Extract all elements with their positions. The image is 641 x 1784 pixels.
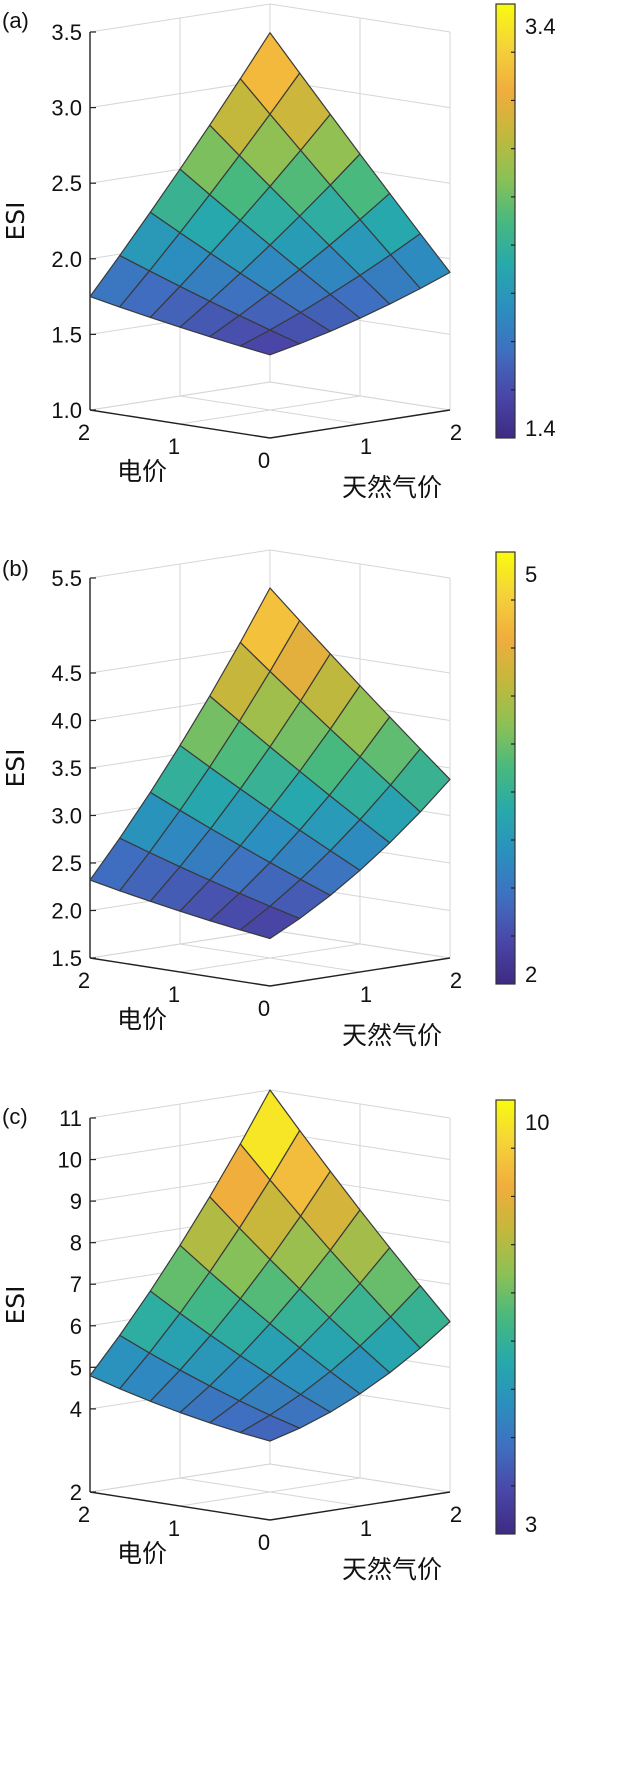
floor-gridline <box>89 929 271 959</box>
z-tick-label: 2.5 <box>51 171 82 196</box>
floor-gridline <box>179 395 361 425</box>
panel-label: (c) <box>2 1104 28 1129</box>
z-tick-label: 8 <box>70 1231 82 1256</box>
y-axis-label: 天然气价 <box>342 473 442 502</box>
z-tick-label: 4 <box>70 1397 82 1422</box>
colorbar-max-label: 5 <box>525 562 537 587</box>
colorbar-max-label: 3.4 <box>525 14 556 39</box>
y-axis <box>269 1491 451 1521</box>
y-axis-label: 天然气价 <box>342 1555 442 1584</box>
z-tick-label: 1.5 <box>51 946 82 971</box>
x-axis <box>89 957 271 987</box>
y-tick-label: 2 <box>450 1502 462 1527</box>
z-tick-label: 2.0 <box>51 899 82 924</box>
z-tick-label: 3.5 <box>51 20 82 45</box>
z-tick-label: 10 <box>58 1148 82 1173</box>
y-axis <box>269 957 451 987</box>
z-tick-label: 3.0 <box>51 96 82 121</box>
z-tick-label: 1.5 <box>51 322 82 347</box>
panel-label: (b) <box>2 556 29 581</box>
x-axis-label: 电价 <box>117 457 167 486</box>
z-tick-label: 2.5 <box>51 851 82 876</box>
z-axis-label: ESI <box>1 201 30 240</box>
z-tick-label: 2 <box>70 1480 82 1505</box>
x-tick-label: 0 <box>258 996 270 1021</box>
floor-gridline <box>89 1463 271 1493</box>
colorbar <box>496 552 515 984</box>
z-tick-label: 3.0 <box>51 804 82 829</box>
floor-gridline <box>179 943 361 973</box>
x-axis-label: 电价 <box>117 1005 167 1034</box>
y-tick-label: 1 <box>360 434 372 459</box>
floor-gridline <box>89 381 271 411</box>
z-tick-label: 4.0 <box>51 709 82 734</box>
colorbar-min-label: 1.4 <box>525 416 556 441</box>
y-tick-label: 2 <box>450 968 462 993</box>
colorbar-min-label: 2 <box>525 962 537 987</box>
z-tick-label: 4.5 <box>51 661 82 686</box>
surface-face <box>239 329 301 356</box>
x-tick-label: 2 <box>78 1502 90 1527</box>
x-axis <box>89 1491 271 1521</box>
colorbar <box>496 1100 515 1534</box>
x-tick-label: 2 <box>78 968 90 993</box>
x-tick-label: 1 <box>168 982 180 1007</box>
y-axis-label: 天然气价 <box>342 1021 442 1050</box>
z-tick-label: 5 <box>70 1355 82 1380</box>
floor-gridline <box>269 1463 451 1493</box>
colorbar-min-label: 3 <box>525 1512 537 1537</box>
surface-face <box>239 905 301 940</box>
z-tick-label: 6 <box>70 1314 82 1339</box>
y-tick-label: 2 <box>450 420 462 445</box>
z-axis-label: ESI <box>1 1285 30 1324</box>
z-tick-label: 5.5 <box>51 566 82 591</box>
z-tick-label: 3.5 <box>51 756 82 781</box>
x-tick-label: 0 <box>258 1530 270 1555</box>
x-tick-label: 0 <box>258 448 270 473</box>
z-tick-label: 11 <box>59 1106 82 1131</box>
z-gridline <box>89 381 451 411</box>
z-axis-label: ESI <box>1 748 30 787</box>
x-axis <box>89 409 271 439</box>
z-tick-label: 1.0 <box>51 398 82 423</box>
y-tick-label: 1 <box>360 982 372 1007</box>
x-tick-label: 1 <box>168 1516 180 1541</box>
floor-gridline <box>269 929 451 959</box>
colorbar-max-label: 10 <box>525 1110 549 1135</box>
surface-face <box>239 1414 301 1442</box>
colorbar-frame <box>495 1099 516 1535</box>
x-tick-label: 1 <box>168 434 180 459</box>
x-tick-label: 2 <box>78 420 90 445</box>
y-tick-label: 1 <box>360 1516 372 1541</box>
x-axis-label: 电价 <box>117 1539 167 1568</box>
colorbar <box>496 4 515 438</box>
z-gridline <box>89 1463 451 1493</box>
z-tick-label: 7 <box>70 1272 82 1297</box>
colorbar-frame <box>495 551 516 985</box>
panel-label: (a) <box>2 8 29 33</box>
z-tick-label: 9 <box>70 1189 82 1214</box>
z-tick-label: 2.0 <box>51 247 82 272</box>
colorbar-frame <box>495 3 516 439</box>
floor-gridline <box>269 381 451 411</box>
y-axis <box>269 409 451 439</box>
floor-gridline <box>179 1477 361 1507</box>
